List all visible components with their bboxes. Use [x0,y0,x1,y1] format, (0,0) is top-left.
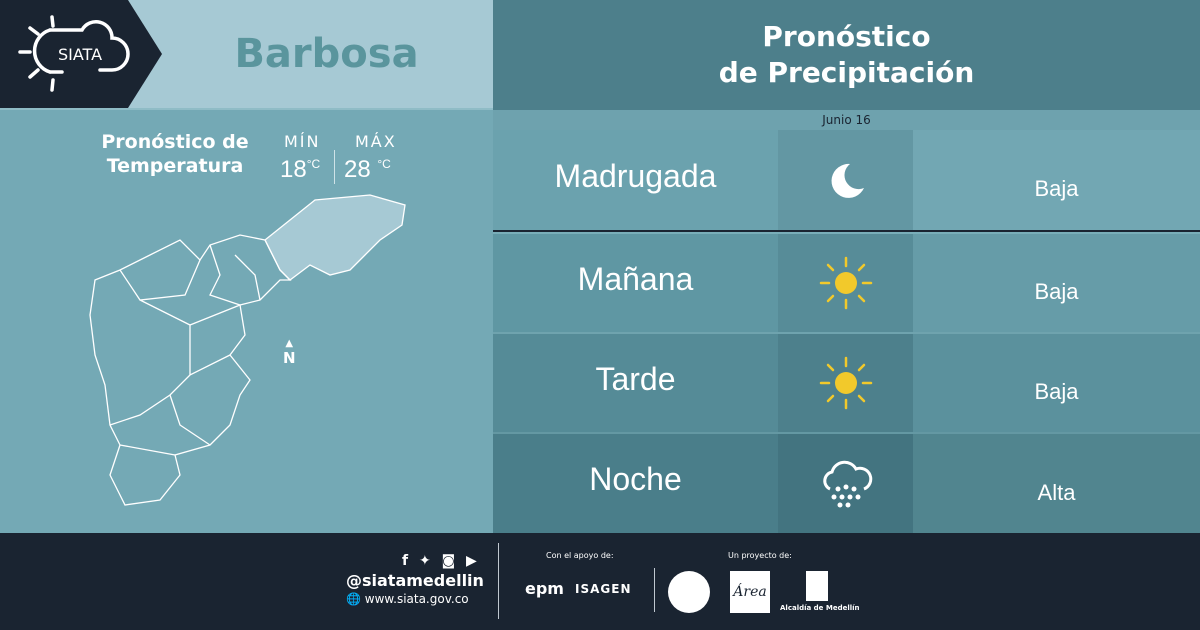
divider [654,568,655,612]
divider [334,150,335,184]
globe-icon: 🌐 [346,592,361,606]
project-label: Un proyecto de: [728,551,792,560]
temperature-title: Pronóstico de Temperatura [90,130,260,178]
precip-level: Baja [913,334,1200,432]
period-label: Tarde [595,360,676,397]
alcaldia-text: Alcaldía de Medellín [780,604,860,612]
title-line: Pronóstico [762,20,931,53]
divider [498,543,499,619]
north-indicator: ▲ N [283,338,296,367]
city-name: Barbosa [234,31,419,77]
min-temp: 18°C [280,156,321,183]
min-label: MÍN [284,132,321,151]
footer: f ✦ ◙ ▶ @siatamedellin 🌐 www.siata.gov.c… [0,533,1200,630]
period-label: Madrugada [554,157,717,194]
rain-cloud-icon [778,434,913,533]
siata-logo: SIATA [0,0,162,108]
social-icons[interactable]: f ✦ ◙ ▶ [402,553,480,569]
period-label: Noche [589,461,682,497]
municipality-map [89,194,406,506]
support-label: Con el apoyo de: [546,551,614,560]
precip-title: Pronóstico de Precipitación [493,0,1200,110]
precip-level: Baja [913,234,1200,332]
max-label: MÁX [355,132,397,151]
alcaldia-logo [806,571,828,601]
title-line: de Precipitación [718,56,975,89]
precip-level: Baja [913,130,1200,230]
forecast-row: Tarde Baja [493,332,1200,432]
temperature-panel: Pronóstico de Temperatura MÍN MÁX 18°C 2… [0,108,493,533]
title-line: Temperatura [106,155,244,177]
social-handle[interactable]: @siatamedellin [346,571,484,590]
isagen-logo: ISAGEN [575,582,632,596]
precip-level: Alta [913,434,1200,533]
period-label: Mañana [577,260,694,297]
area-logo: Área [730,571,770,613]
forecast-row: Mañana Baja [493,232,1200,332]
max-temp: 28 °C [344,156,391,183]
moon-icon [778,130,913,230]
forecast-row: Madrugada Baja [493,130,1200,230]
sun-icon [778,234,913,332]
forecast-row: Noche Alta [493,432,1200,533]
sun-icon [778,334,913,432]
epm-logo: epm [525,579,564,598]
logo-text: SIATA [58,45,102,64]
website-link[interactable]: 🌐 www.siata.gov.co [346,592,469,606]
title-line: Pronóstico de [101,131,249,153]
forecast-date: Junio 16 [493,110,1200,130]
seal-logo [668,571,710,613]
